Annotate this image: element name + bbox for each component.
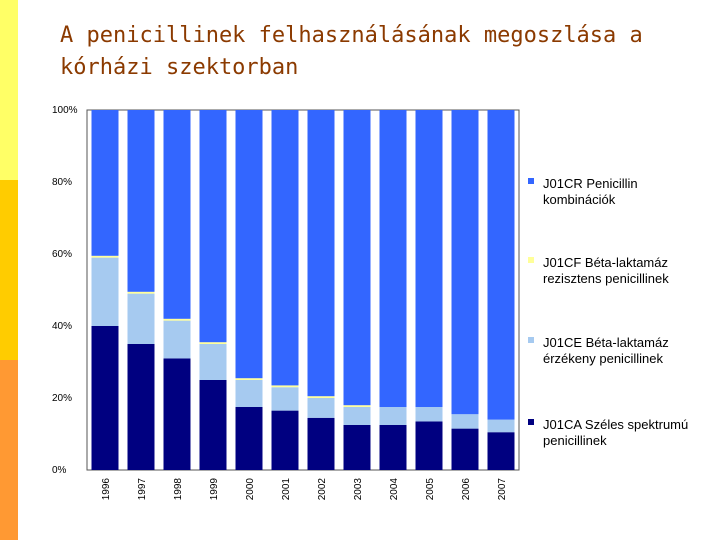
- legend-swatch: [528, 178, 534, 184]
- bar-segment: [343, 425, 371, 470]
- side-stripe-yellow: [0, 0, 18, 180]
- legend-label: J01CR Penicillin: [543, 176, 638, 191]
- y-tick-label: 80%: [52, 177, 72, 188]
- legend-label: penicillinek: [543, 433, 607, 448]
- bar-segment: [307, 398, 335, 418]
- bar-segment: [379, 407, 407, 425]
- x-tick-label: 2000: [245, 478, 256, 501]
- y-tick-label: 20%: [52, 393, 72, 404]
- bar-segment: [487, 419, 515, 433]
- bar-segment: [415, 407, 443, 422]
- bar-segment: [127, 293, 155, 344]
- bar-segment: [343, 110, 371, 406]
- bar-segment: [199, 110, 227, 343]
- bar-segment: [415, 421, 443, 470]
- bar-segment: [379, 110, 407, 407]
- bar-segment: [91, 326, 119, 470]
- x-tick-label: 1998: [173, 478, 184, 501]
- bar-segment: [271, 385, 299, 388]
- bar-segment: [235, 110, 263, 379]
- bar-segment: [235, 407, 263, 470]
- legend-label: J01CA Széles spektrumú: [543, 417, 688, 432]
- bar-segment: [91, 110, 119, 256]
- bar-segment: [91, 257, 119, 326]
- x-tick-label: 2006: [461, 478, 472, 501]
- bar-segment: [487, 110, 515, 420]
- bar-segment: [199, 344, 227, 380]
- legend-label: kombinációk: [543, 192, 616, 207]
- legend-swatch: [528, 337, 534, 343]
- x-tick-label: 2004: [389, 478, 400, 501]
- bar-segment: [163, 110, 191, 319]
- slide-title: A penicillinek felhasználásának megoszlá…: [60, 23, 643, 80]
- x-tick-label: 2007: [497, 478, 508, 501]
- bar-segment: [163, 358, 191, 470]
- bar-segment: [199, 342, 227, 344]
- bar-segment: [127, 291, 155, 294]
- bar-segment: [415, 110, 443, 407]
- bar-segment: [451, 428, 479, 470]
- bar-segment: [127, 344, 155, 470]
- x-tick-label: 2003: [353, 478, 364, 501]
- bar-segment: [163, 320, 191, 359]
- bar-segment: [235, 380, 263, 407]
- bar-segment: [127, 110, 155, 292]
- bar-segment: [307, 396, 335, 398]
- x-tick-label: 2002: [317, 478, 328, 501]
- bar-segment: [271, 110, 299, 386]
- x-tick-label: 2001: [281, 478, 292, 501]
- bar-segment: [307, 417, 335, 470]
- side-stripe-orange: [0, 360, 18, 540]
- bar-segment: [163, 318, 191, 321]
- bar-segment: [487, 432, 515, 470]
- x-tick-label: 1997: [137, 478, 148, 501]
- bar-segment: [451, 414, 479, 429]
- y-tick-label: 100%: [52, 105, 78, 116]
- y-tick-label: 40%: [52, 321, 72, 332]
- legend-label: rezisztens penicillinek: [543, 271, 669, 286]
- legend-label: érzékeny penicillinek: [543, 351, 663, 366]
- x-tick-label: 1996: [101, 478, 112, 501]
- legend-label: J01CF Béta-laktamáz: [543, 255, 668, 270]
- legend-swatch: [528, 257, 534, 263]
- bar-segment: [199, 380, 227, 470]
- bar-segment: [451, 110, 479, 415]
- legend-swatch: [528, 419, 534, 425]
- bar-segment: [343, 407, 371, 425]
- legend-label: J01CE Béta-laktamáz: [543, 335, 669, 350]
- bar-segment: [91, 255, 119, 258]
- bar-segment: [271, 410, 299, 470]
- bar-segment: [379, 425, 407, 470]
- bar-segment: [271, 387, 299, 411]
- side-stripe-gold: [0, 180, 18, 360]
- x-tick-label: 2005: [425, 478, 436, 501]
- plot-frame: [86, 109, 520, 471]
- bar-segment: [307, 110, 335, 397]
- y-tick-label: 0%: [52, 465, 67, 476]
- x-tick-label: 1999: [209, 478, 220, 501]
- bar-segment: [343, 405, 371, 407]
- bar-segment: [235, 378, 263, 380]
- y-tick-label: 60%: [52, 249, 72, 260]
